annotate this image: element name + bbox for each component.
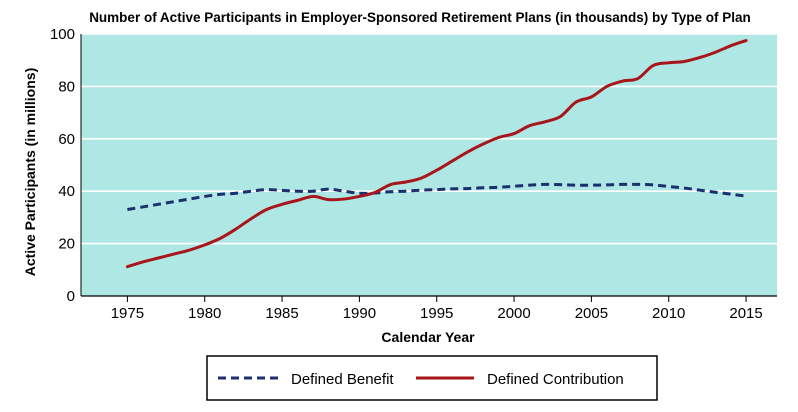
series-layer bbox=[125, 39, 748, 269]
y-axis-label: Active Participants (in millions) bbox=[22, 68, 38, 277]
legend: Defined Benefit Defined Contribution bbox=[206, 355, 658, 401]
x-tick-label: 1980 bbox=[188, 305, 221, 322]
x-tick-label: 2005 bbox=[575, 305, 608, 322]
x-tick-label: 1990 bbox=[343, 305, 376, 322]
y-tick-labels: 0 20 40 60 80 100 bbox=[50, 26, 75, 305]
x-tick-label: 2010 bbox=[652, 305, 685, 322]
y-tick-label: 0 bbox=[67, 288, 75, 305]
y-tick-label: 40 bbox=[58, 183, 75, 200]
x-tick-label: 1975 bbox=[111, 305, 144, 322]
legend-label-defined-benefit: Defined Benefit bbox=[291, 371, 394, 388]
chart-title: Number of Active Participants in Employe… bbox=[89, 10, 751, 25]
legend-label-defined-contribution: Defined Contribution bbox=[487, 371, 624, 388]
y-tick-label: 20 bbox=[58, 236, 75, 253]
y-tick-label: 100 bbox=[50, 26, 75, 43]
x-tick-label: 1995 bbox=[420, 305, 453, 322]
x-axis-label: Calendar Year bbox=[381, 329, 475, 345]
x-tick-labels: 1975 1980 1985 1990 1995 2000 2005 2010 2015 bbox=[111, 296, 763, 322]
x-tick-label: 1985 bbox=[265, 305, 298, 322]
series-line-defined-benefit bbox=[127, 182, 747, 212]
y-tick-label: 80 bbox=[58, 78, 75, 95]
x-tick-label: 2015 bbox=[729, 305, 762, 322]
x-tick-label: 2000 bbox=[497, 305, 530, 322]
plot-area bbox=[81, 34, 777, 296]
series-line-defined-contribution bbox=[125, 39, 748, 269]
y-tick-label: 60 bbox=[58, 131, 75, 148]
